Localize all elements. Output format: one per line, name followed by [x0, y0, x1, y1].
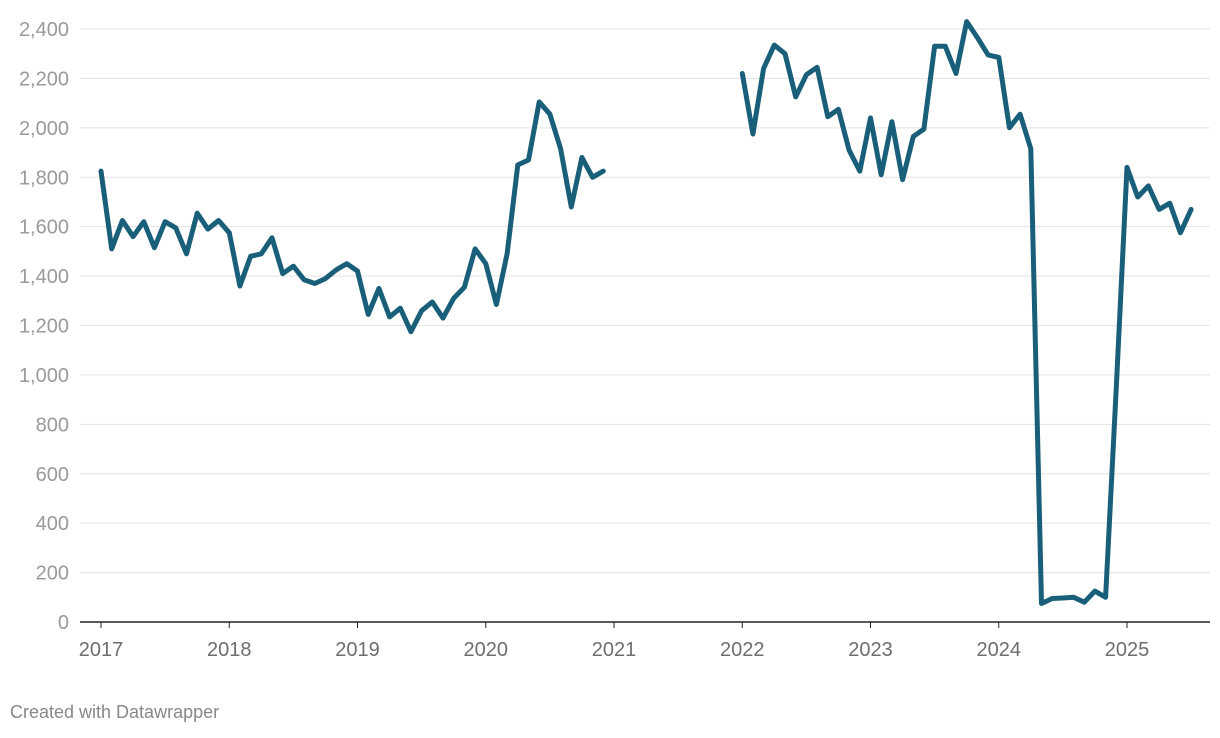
x-tick-label: 2023	[848, 639, 893, 661]
x-tick-label: 2025	[1105, 639, 1150, 661]
series-line	[98, 19, 1194, 606]
x-tick-label: 2017	[79, 639, 124, 661]
x-tick-label: 2020	[464, 639, 509, 661]
gridlines	[80, 28, 1210, 574]
series-line-segment	[98, 99, 606, 335]
y-tick-label: 2,200	[19, 68, 69, 90]
y-tick-label: 0	[58, 612, 69, 634]
x-tick-label: 2019	[335, 639, 380, 661]
x-tick-label: 2022	[720, 639, 765, 661]
series-line-segment	[739, 19, 1194, 606]
x-tick-label: 2024	[977, 639, 1022, 661]
y-tick-label: 2,400	[19, 19, 69, 41]
datawrapper-credit: Created with Datawrapper	[10, 702, 220, 722]
line-chart: 0 200 400 600 800 1,000 1,200 1,400 1,600 1,800 2,…	[19, 19, 1210, 661]
y-tick-label: 800	[36, 414, 69, 436]
y-tick-label: 2,000	[19, 118, 69, 140]
x-tick-label: 2021	[592, 639, 637, 661]
y-tick-label: 400	[36, 513, 69, 535]
x-tick-label: 2018	[207, 639, 252, 661]
y-tick-label: 1,400	[19, 266, 69, 288]
y-tick-label: 1,000	[19, 365, 69, 387]
y-tick-label: 1,600	[19, 217, 69, 239]
y-tick-label: 1,800	[19, 167, 69, 189]
y-tick-label: 600	[36, 464, 69, 486]
y-tick-label: 1,200	[19, 316, 69, 338]
x-axis: 2017 2018 2019 2020 2021 2022 2023 2024 2025	[79, 622, 1150, 661]
y-axis: 0 200 400 600 800 1,000 1,200 1,400 1,600 1,800 2,…	[19, 19, 69, 634]
y-tick-label: 200	[36, 563, 69, 585]
